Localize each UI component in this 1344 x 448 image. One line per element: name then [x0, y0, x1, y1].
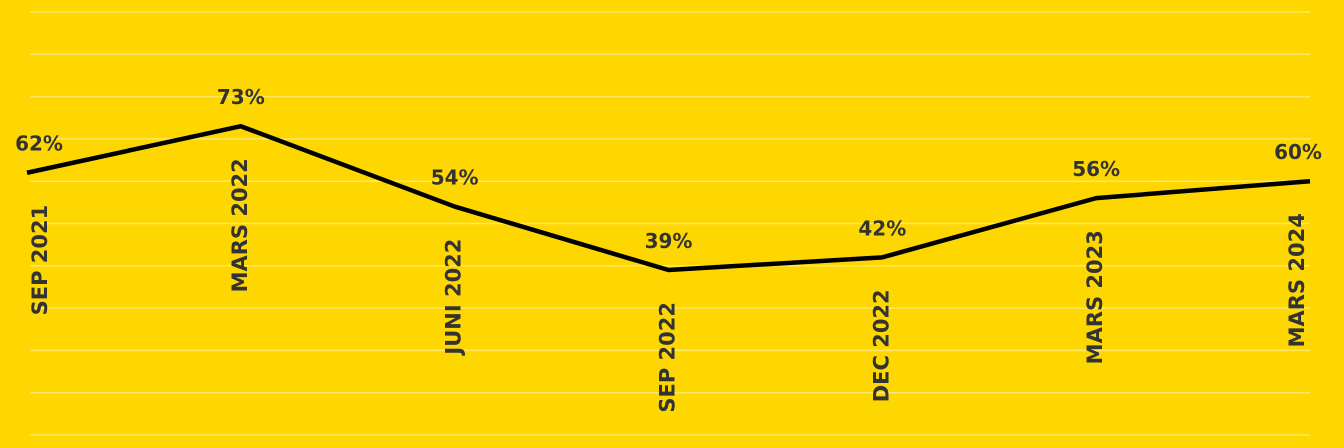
line [26, 123, 1311, 273]
data-label: 39% [645, 229, 693, 253]
data-label: 54% [431, 166, 479, 190]
x-tick-label: MARS 2024 [1285, 213, 1309, 347]
x-tick-label: JUNI 2022 [442, 239, 466, 357]
x-tick-label: MARS 2023 [1083, 230, 1107, 364]
x-tick-label: SEP 2021 [28, 205, 52, 316]
data-label: 56% [1072, 157, 1120, 181]
data-label: 62% [15, 132, 63, 156]
data-label: 73% [217, 85, 265, 109]
x-tick-label: MARS 2022 [228, 158, 252, 292]
x-tick-label: SEP 2022 [656, 302, 680, 413]
x-tick-label: DEC 2022 [869, 289, 893, 402]
data-label: 42% [858, 216, 906, 240]
data-label: 60% [1274, 140, 1322, 164]
